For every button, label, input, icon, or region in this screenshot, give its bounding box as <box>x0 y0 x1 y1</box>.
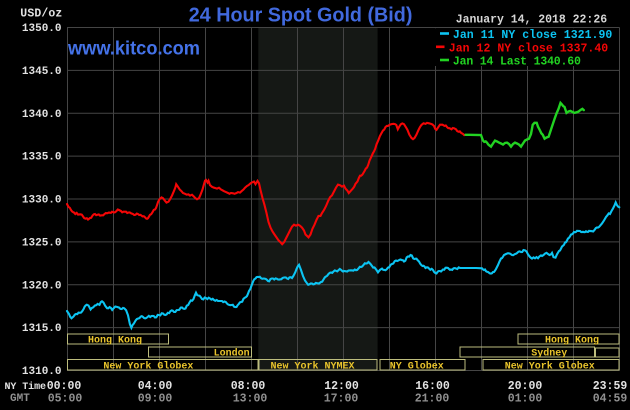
svg-text:17:00: 17:00 <box>324 393 359 406</box>
svg-text:12:00: 12:00 <box>324 380 359 393</box>
svg-text:1340.0: 1340.0 <box>22 109 62 121</box>
svg-text:21:00: 21:00 <box>415 393 450 406</box>
svg-text:1315.0: 1315.0 <box>22 323 62 335</box>
svg-text:GMT: GMT <box>10 393 30 405</box>
svg-text:Hong Kong: Hong Kong <box>545 335 599 346</box>
svg-text:www.kitco.com: www.kitco.com <box>67 39 200 60</box>
svg-text:20:00: 20:00 <box>508 380 543 393</box>
svg-text:NY Globex: NY Globex <box>390 360 444 372</box>
svg-text:13:00: 13:00 <box>233 393 268 406</box>
svg-text:USD/oz: USD/oz <box>20 8 62 21</box>
svg-text:1350.0: 1350.0 <box>22 23 62 35</box>
svg-text:NY Time: NY Time <box>5 381 47 393</box>
svg-text:04:00: 04:00 <box>138 380 173 393</box>
svg-text:Jan 14 Last 1340.60: Jan 14 Last 1340.60 <box>453 56 581 69</box>
svg-text:Jan 12 NY close 1337.40: Jan 12 NY close 1337.40 <box>449 42 608 55</box>
svg-text:04:59: 04:59 <box>593 393 628 406</box>
svg-text:New York Globex: New York Globex <box>505 360 595 372</box>
svg-text:Jan 11 NY close 1321.90: Jan 11 NY close 1321.90 <box>453 29 612 42</box>
svg-text:1335.0: 1335.0 <box>22 152 62 164</box>
svg-text:1345.0: 1345.0 <box>22 66 62 78</box>
svg-text:1310.0: 1310.0 <box>22 366 62 378</box>
svg-text:January 14, 2018 22:26: January 14, 2018 22:26 <box>456 14 607 27</box>
svg-text:16:00: 16:00 <box>415 380 450 393</box>
svg-text:01:00: 01:00 <box>508 393 543 406</box>
svg-text:London: London <box>214 347 250 359</box>
svg-text:New York Globex: New York Globex <box>103 360 193 372</box>
svg-text:1325.0: 1325.0 <box>22 237 62 249</box>
svg-text:1320.0: 1320.0 <box>22 280 62 292</box>
svg-text:1330.0: 1330.0 <box>22 195 62 207</box>
svg-text:Hong Kong: Hong Kong <box>88 335 142 346</box>
svg-text:08:00: 08:00 <box>231 380 266 393</box>
svg-text:23:59: 23:59 <box>593 380 628 393</box>
svg-text:24 Hour Spot Gold (Bid): 24 Hour Spot Gold (Bid) <box>189 5 413 27</box>
svg-text:05:00: 05:00 <box>48 393 83 406</box>
svg-text:09:00: 09:00 <box>138 393 173 406</box>
svg-text:New York NYMEX: New York NYMEX <box>270 360 354 372</box>
svg-text:Sydney: Sydney <box>531 347 567 359</box>
svg-text:00:00: 00:00 <box>47 380 82 393</box>
